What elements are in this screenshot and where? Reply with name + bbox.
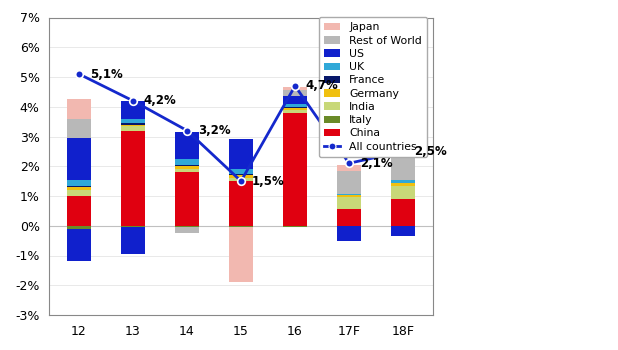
Bar <box>283 88 307 90</box>
Bar <box>229 227 253 282</box>
Bar <box>229 139 253 169</box>
Bar <box>283 110 307 113</box>
Bar <box>175 159 199 165</box>
Bar <box>175 227 199 233</box>
Bar <box>391 199 415 226</box>
Bar <box>391 186 415 199</box>
Bar <box>283 108 307 110</box>
Bar <box>229 226 253 227</box>
Text: 3,2%: 3,2% <box>198 124 231 137</box>
Bar <box>67 186 91 187</box>
Bar <box>229 181 253 226</box>
Bar <box>283 96 307 104</box>
Text: 1,5%: 1,5% <box>252 175 284 188</box>
Bar <box>337 165 361 171</box>
All countries <box>345 161 353 166</box>
Bar <box>337 195 361 197</box>
Bar <box>175 166 199 169</box>
Bar <box>121 126 145 131</box>
All countries <box>399 149 407 153</box>
Bar <box>337 226 361 241</box>
Bar <box>67 180 91 186</box>
Bar <box>67 226 91 229</box>
Bar <box>391 142 415 147</box>
Bar <box>391 147 415 180</box>
Bar <box>67 119 91 138</box>
Bar <box>175 169 199 172</box>
Text: 5,1%: 5,1% <box>90 68 122 80</box>
Bar <box>229 178 253 181</box>
Bar <box>175 132 199 159</box>
Bar <box>229 169 253 174</box>
Bar <box>337 197 361 209</box>
Text: 4,2%: 4,2% <box>144 94 177 107</box>
Bar <box>121 123 145 125</box>
Legend: Japan, Rest of World, US, UK, France, Germany, India, Italy, China, All countrie: Japan, Rest of World, US, UK, France, Ge… <box>319 17 427 157</box>
Bar <box>67 196 91 226</box>
Bar <box>67 99 91 119</box>
Bar <box>67 190 91 196</box>
Bar <box>121 119 145 123</box>
Text: 4,7%: 4,7% <box>306 79 339 92</box>
Bar <box>121 226 145 227</box>
Text: 2,5%: 2,5% <box>414 145 447 158</box>
All countries <box>184 128 191 133</box>
Bar <box>229 175 253 178</box>
Bar <box>175 165 199 166</box>
Bar <box>175 226 199 227</box>
Bar <box>121 227 145 254</box>
Bar <box>283 113 307 226</box>
Bar <box>175 172 199 226</box>
All countries <box>75 72 83 76</box>
Bar <box>229 174 253 175</box>
Bar <box>283 107 307 108</box>
Line: All countries: All countries <box>75 70 407 185</box>
Bar <box>391 183 415 186</box>
Bar <box>67 138 91 180</box>
Text: 2,1%: 2,1% <box>360 157 392 170</box>
Bar <box>283 226 307 227</box>
Bar <box>391 226 415 236</box>
Bar <box>121 101 145 119</box>
All countries <box>129 99 137 103</box>
Bar <box>391 180 415 183</box>
Bar <box>67 187 91 190</box>
Bar <box>283 104 307 107</box>
Bar <box>337 194 361 195</box>
Bar <box>337 209 361 226</box>
All countries <box>237 179 245 183</box>
Bar <box>283 90 307 96</box>
All countries <box>291 84 298 88</box>
Bar <box>337 171 361 194</box>
Bar <box>121 131 145 226</box>
Bar <box>121 125 145 126</box>
Bar <box>67 229 91 261</box>
